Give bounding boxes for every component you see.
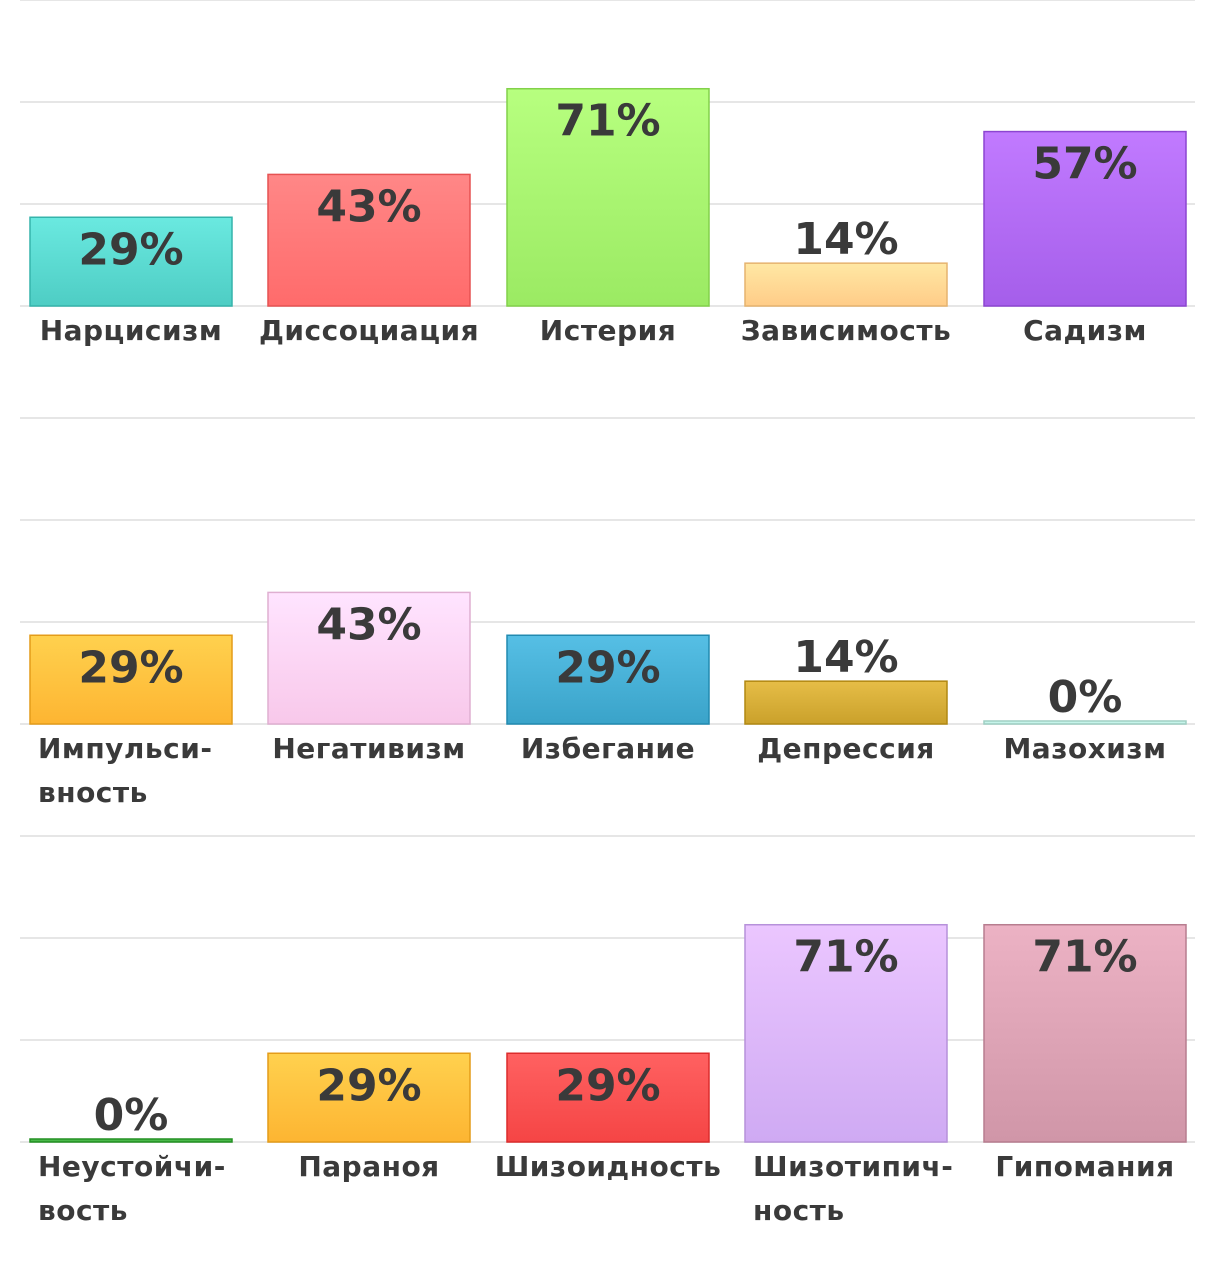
data-label: 29%	[316, 1060, 421, 1111]
category-label: Импульси-вность	[38, 732, 212, 809]
bar	[983, 720, 1187, 725]
data-label: 43%	[316, 599, 421, 650]
bar	[267, 1052, 471, 1143]
bar	[983, 923, 1187, 1143]
bar	[506, 87, 710, 307]
data-label: 57%	[1032, 139, 1137, 190]
bar	[506, 1052, 710, 1143]
bar	[506, 634, 710, 725]
category-label: Неустойчи-вость	[38, 1150, 226, 1227]
category-label: Шизоидность	[495, 1150, 722, 1183]
category-label: Садизм	[1023, 314, 1147, 347]
bar	[983, 130, 1187, 307]
chart-panel-2: 29% Импульси-вность 43% Негативизм 29% Избега…	[20, 417, 1195, 809]
data-label: 29%	[555, 642, 660, 693]
bar	[744, 262, 948, 307]
bar	[744, 680, 948, 725]
data-label: 43%	[316, 181, 421, 232]
bar	[744, 923, 948, 1143]
data-label: 14%	[793, 214, 898, 265]
data-label: 71%	[793, 932, 898, 983]
bar	[29, 216, 233, 307]
bar	[267, 173, 471, 307]
category-label: Истерия	[540, 314, 676, 347]
category-label: Избегание	[521, 732, 695, 765]
data-label: 29%	[78, 224, 183, 275]
category-label: Гипомания	[995, 1150, 1174, 1183]
category-label: Шизотипич-ность	[753, 1150, 953, 1227]
category-label: Мазохизм	[1003, 732, 1166, 765]
category-label: Депрессия	[757, 732, 935, 765]
category-label: Зависимость	[741, 314, 952, 347]
data-label: 14%	[793, 632, 898, 683]
category-label: Диссоциация	[259, 314, 479, 347]
data-label: 29%	[555, 1060, 660, 1111]
category-label: Параноя	[298, 1150, 439, 1183]
bar	[29, 634, 233, 725]
data-label: 0%	[1048, 672, 1123, 723]
chart-panel-1: 29% Нарцисизм 43% Диссоциация 71% Истерия 14% З…	[20, 0, 1195, 347]
data-label: 71%	[1032, 932, 1137, 983]
bar	[267, 591, 471, 725]
bar	[29, 1138, 233, 1143]
data-label: 71%	[555, 96, 660, 147]
category-label: Нарцисизм	[40, 314, 223, 347]
chart-panel-3: 0% Неустойчи-вость 29% Параноя 29% Шизоидност…	[20, 835, 1195, 1227]
data-label: 29%	[78, 642, 183, 693]
data-label: 0%	[94, 1090, 169, 1141]
category-label: Негативизм	[272, 732, 465, 765]
